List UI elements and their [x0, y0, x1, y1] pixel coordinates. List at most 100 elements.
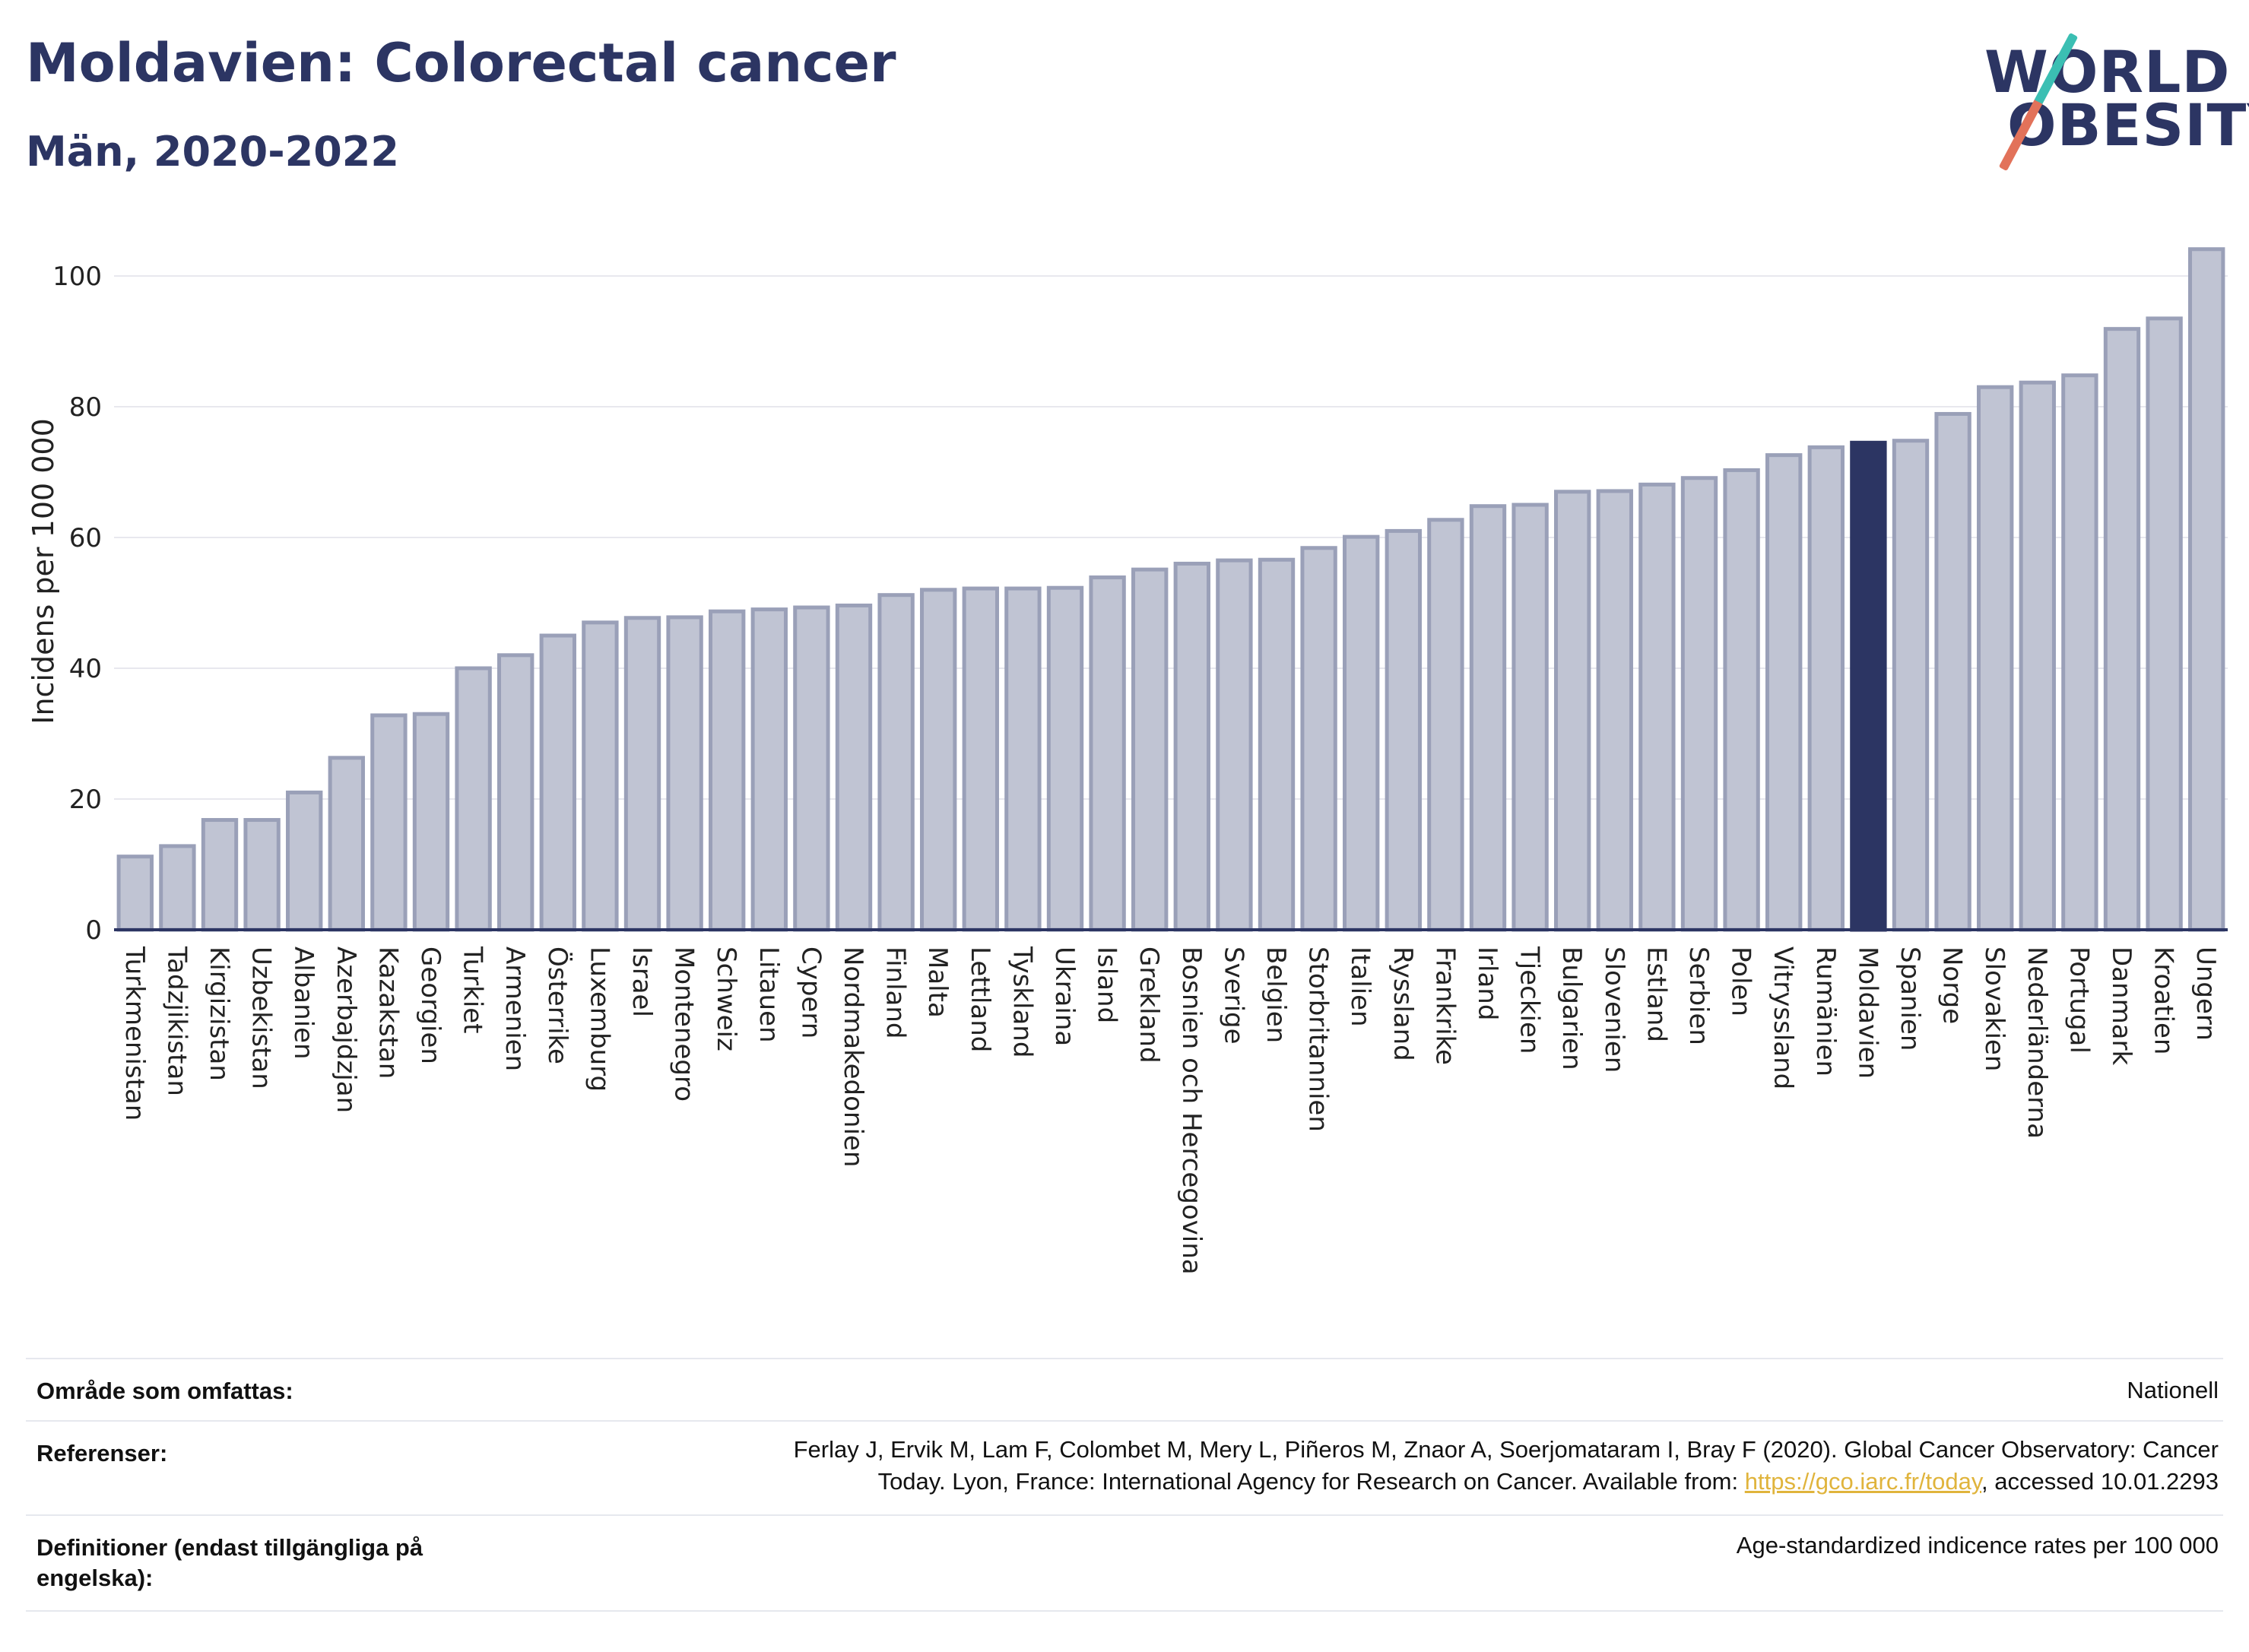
x-tick-label: Slovenien	[1599, 946, 1629, 1073]
bar-tjeckien	[1511, 503, 1549, 932]
bar-bulgarien	[1554, 490, 1591, 932]
x-tick-label: Azerbajdzjan	[331, 946, 361, 1113]
x-tick-label: Norge	[1937, 946, 1968, 1024]
coverage-value: Nationell	[2127, 1377, 2219, 1403]
bar-irland	[1469, 504, 1507, 932]
bar-island	[1089, 575, 1126, 932]
bar-azerbajdzjan	[328, 756, 365, 932]
x-tick-label: Kirgizistan	[204, 946, 234, 1081]
y-tick-label: 80	[69, 392, 102, 423]
x-tick-label: Albanien	[288, 946, 319, 1060]
references-label: Referenser:	[36, 1440, 168, 1467]
bar-italien	[1343, 534, 1380, 932]
definitions-value: Age-standardized indicence rates per 100…	[1736, 1532, 2219, 1558]
bar-cypern	[793, 605, 830, 932]
bar-tyskland	[1004, 586, 1042, 932]
x-tick-label: Ryssland	[1388, 946, 1418, 1061]
bar-lettland	[962, 586, 999, 932]
x-tick-label: Moldavien	[1852, 946, 1883, 1079]
x-tick-label: Belgien	[1261, 946, 1291, 1043]
bar-storbritannien	[1300, 546, 1337, 932]
bar-georgien	[412, 712, 450, 932]
bar-bosnien-och-hercegovina	[1173, 561, 1210, 932]
y-tick-label: 0	[85, 915, 102, 946]
world-obesity-logo: WORLD OBESITY	[1984, 30, 2249, 172]
y-tick-label: 100	[52, 262, 102, 292]
bar-frankrike	[1427, 518, 1464, 932]
bar-schweiz	[709, 609, 746, 932]
bar-ryssland	[1385, 528, 1422, 932]
x-tick-label: Turkmenistan	[119, 946, 150, 1121]
x-tick-label: Uzbekistan	[246, 946, 277, 1089]
x-tick-label: Tyskland	[1007, 946, 1037, 1057]
x-tick-label: Ungern	[2190, 946, 2221, 1041]
x-tick-label: Nordmakedonien	[838, 946, 868, 1167]
x-tick-label: Bosnien och Hercegovina	[1176, 946, 1207, 1275]
x-tick-label: Schweiz	[711, 946, 741, 1051]
x-tick-label: Bulgarien	[1556, 946, 1587, 1070]
y-tick-label: 40	[69, 654, 102, 684]
references-value: Ferlay J, Ervik M, Lam F, Colombet M, Me…	[794, 1434, 2219, 1498]
bar-norge	[1934, 411, 1971, 932]
bar-nederländerna	[2019, 380, 2056, 932]
references-line-1: Ferlay J, Ervik M, Lam F, Colombet M, Me…	[793, 1436, 2219, 1463]
coverage-label: Område som omfattas:	[36, 1378, 293, 1404]
x-tick-label: Sverige	[1218, 946, 1248, 1045]
bar-israel	[623, 616, 661, 932]
references-link[interactable]: https://gco.iarc.fr/today	[1744, 1468, 1982, 1495]
x-tick-label: Lettland	[965, 946, 995, 1052]
bar-finland	[877, 593, 915, 932]
x-tick-label: Vitryssland	[1768, 946, 1798, 1089]
x-tick-label: Tadzjikistan	[161, 946, 192, 1096]
bar-polen	[1723, 468, 1760, 932]
bar-luxemburg	[582, 620, 619, 932]
references-accessed: , accessed 10.01.2293	[1981, 1468, 2219, 1495]
x-tick-label: Montenegro	[669, 946, 699, 1102]
bar-belgien	[1258, 557, 1296, 932]
bar-montenegro	[666, 615, 703, 932]
info-row-definitions: Definitioner (endast tillgängliga på eng…	[26, 1514, 2223, 1612]
bar-turkiet	[455, 666, 492, 932]
x-tick-label: Finland	[880, 946, 911, 1039]
x-tick-label: Turkiet	[458, 946, 488, 1034]
x-tick-label: Spanien	[1895, 946, 1925, 1051]
bar-rumänien	[1807, 445, 1845, 932]
bar-slovenien	[1596, 489, 1633, 932]
x-tick-label: Island	[1092, 946, 1122, 1023]
bar-vitryssland	[1765, 453, 1803, 932]
bar-kroatien	[2146, 316, 2183, 932]
x-tick-label: Litauen	[753, 946, 784, 1043]
bar-estland	[1638, 482, 1676, 932]
references-line-2: Today. Lyon, France: International Agenc…	[794, 1466, 2219, 1498]
x-tick-label: Kroatien	[2149, 946, 2179, 1054]
bar-grekland	[1131, 567, 1169, 932]
bar-slovakien	[1977, 385, 2014, 932]
x-tick-label: Danmark	[2106, 946, 2136, 1065]
bar-malta	[920, 588, 957, 932]
bar-albanien	[286, 790, 323, 932]
bar-armenien	[497, 653, 534, 932]
y-tick-label: 20	[69, 785, 102, 815]
bar-österrike	[539, 633, 576, 932]
bar-chart: 0 20 40 60 80 100 Incidens per 100 000 Turkmeni…	[27, 247, 2228, 1275]
x-tick-label: Israel	[626, 946, 657, 1017]
x-tick-label: Nederländerna	[2022, 946, 2052, 1139]
y-axis-title: Incidens per 100 000	[27, 418, 60, 725]
bar-ungern	[2188, 247, 2225, 932]
bar-kirgizistan	[201, 818, 239, 932]
definitions-label-line-1: Definitioner (endast tillgängliga på	[36, 1534, 423, 1561]
bar-portugal	[2061, 373, 2098, 932]
bar-tadzjikistan	[159, 844, 196, 932]
bar-turkmenistan	[116, 855, 154, 932]
bar-nordmakedonien	[835, 603, 873, 932]
definitions-label: Definitioner (endast tillgängliga på eng…	[36, 1533, 423, 1593]
chart-subtitle: Män, 2020-2022	[26, 128, 399, 176]
x-tick-label: Österrike	[542, 946, 573, 1064]
x-tick-label: Malta	[922, 946, 953, 1018]
x-tick-label: Kazakstan	[373, 946, 403, 1079]
x-tick-label: Tjeckien	[1515, 946, 1545, 1054]
x-tick-label: Cypern	[795, 946, 826, 1038]
x-tick-label: Luxemburg	[584, 946, 614, 1092]
bar-spanien	[1892, 439, 1930, 932]
x-tick-label: Serbien	[1683, 946, 1714, 1045]
